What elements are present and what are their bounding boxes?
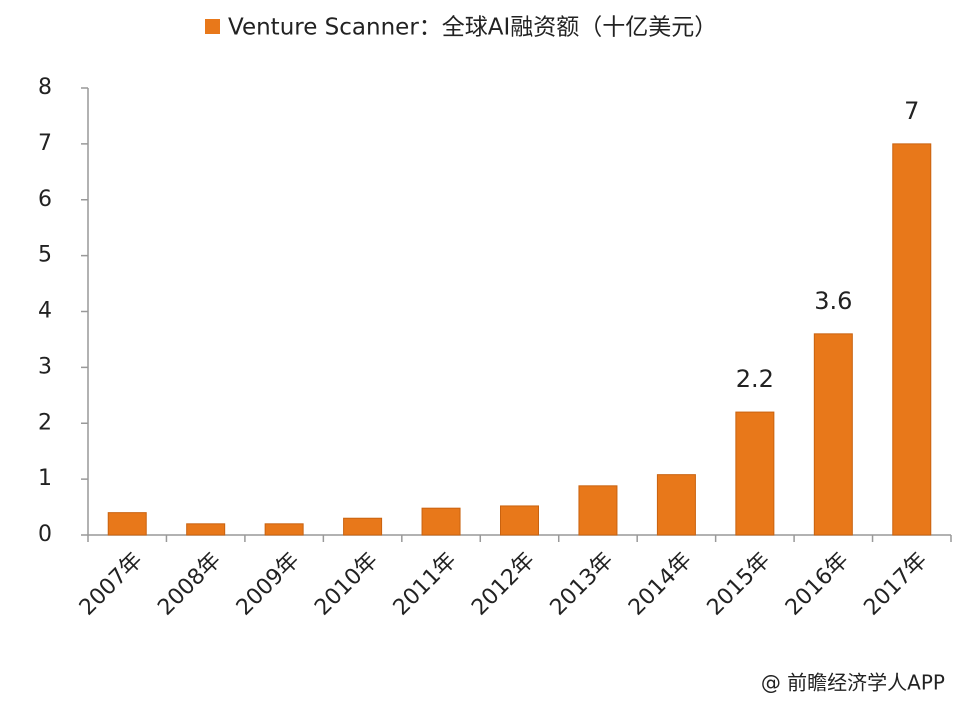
y-tick-label: 3 <box>38 354 52 379</box>
x-tick-label: 2012年 <box>467 548 540 621</box>
bar <box>421 507 461 536</box>
bar <box>107 512 147 536</box>
y-tick-label: 4 <box>38 299 52 324</box>
y-tick-label: 0 <box>38 522 52 547</box>
x-tick-label: 2015年 <box>703 548 776 621</box>
x-tick-label: 2010年 <box>310 548 383 621</box>
source: @ 前瞻经济学人APP <box>761 671 945 695</box>
y-tick-label: 1 <box>38 466 52 491</box>
bar <box>656 474 696 536</box>
y-tick-label: 6 <box>38 187 52 212</box>
x-tick-label: 2016年 <box>781 548 854 621</box>
legend-swatch <box>205 19 220 34</box>
bar <box>186 523 226 536</box>
y-tick-label: 8 <box>38 75 52 100</box>
bar <box>813 333 853 536</box>
x-tick-label: 2017年 <box>859 548 932 621</box>
y-tick-label: 7 <box>38 131 52 156</box>
y-tick-label: 2 <box>38 410 52 435</box>
x-tick-label: 2008年 <box>153 548 226 621</box>
x-tick-label: 2013年 <box>546 548 619 621</box>
bar <box>500 505 539 536</box>
x-tick-label: 2014年 <box>624 548 697 621</box>
bar <box>343 517 383 536</box>
x-tick-label: 2011年 <box>389 548 462 621</box>
value-label: 3.6 <box>814 287 852 315</box>
x-tick-label: 2007年 <box>75 548 148 621</box>
value-label: 2.2 <box>736 365 774 393</box>
bar <box>578 485 618 536</box>
bar <box>892 143 932 536</box>
value-label: 7 <box>904 97 919 125</box>
y-tick-label: 5 <box>38 243 52 268</box>
x-tick-label: 2009年 <box>232 548 305 621</box>
legend-label: Venture Scanner：全球AI融资额（十亿美元） <box>228 15 717 41</box>
bar <box>735 411 775 536</box>
bar <box>264 523 304 536</box>
